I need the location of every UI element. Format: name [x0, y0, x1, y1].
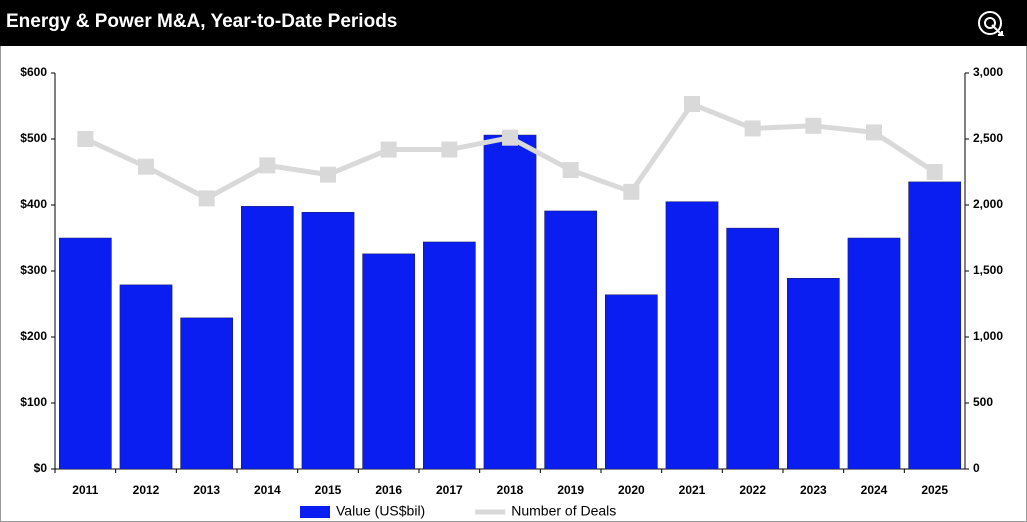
y2-tick-label: 2,000	[973, 197, 1003, 211]
line-marker	[926, 164, 943, 180]
bar	[786, 278, 840, 470]
bar	[180, 317, 234, 470]
line-marker	[684, 96, 700, 113]
chart-title: Energy & Power M&A, Year-to-Date Periods	[6, 11, 397, 32]
x-tick-label: 2018	[497, 483, 524, 497]
y-tick-label: $300	[20, 263, 47, 277]
y-tick-label: $200	[20, 329, 47, 343]
y2-tick-label: 1,500	[973, 263, 1003, 277]
legend-label: Value (US$bil)	[336, 503, 425, 519]
x-tick-label: 2016	[375, 483, 402, 497]
bar	[240, 206, 294, 470]
x-tick-label: 2013	[193, 483, 220, 497]
line-marker	[320, 166, 336, 183]
x-tick-label: 2025	[921, 483, 948, 497]
y2-tick-label: 1,000	[973, 329, 1003, 343]
y-tick-label: $500	[20, 131, 47, 145]
bar	[908, 181, 962, 470]
zoom-icon[interactable]	[978, 11, 1005, 36]
x-tick-label: 2015	[315, 483, 342, 497]
x-tick-label: 2017	[436, 483, 463, 497]
y2-tick-label: 500	[973, 395, 993, 409]
icon-arrow	[991, 24, 1005, 36]
legend-label: Number of Deals	[511, 503, 616, 519]
line-marker	[380, 141, 397, 158]
bar	[544, 210, 598, 470]
y-tick-label: $100	[20, 395, 47, 409]
bar	[119, 284, 173, 470]
line-marker	[441, 141, 458, 158]
line-marker	[805, 117, 822, 134]
x-tick-label: 2011	[72, 483, 98, 497]
title-bar	[0, 0, 1027, 46]
bar	[726, 227, 780, 470]
y2-tick-label: 2,500	[973, 131, 1003, 145]
line-marker	[502, 129, 518, 146]
icon-ring	[978, 11, 1002, 35]
bar	[847, 237, 901, 470]
bar	[362, 253, 416, 470]
line-marker	[138, 158, 154, 175]
line-marker	[198, 190, 215, 207]
x-tick-label: 2024	[861, 483, 888, 497]
y2-tick-label: 0	[973, 461, 980, 475]
x-tick-label: 2012	[133, 483, 160, 497]
bar	[58, 237, 112, 470]
line-marker	[259, 157, 276, 174]
x-tick-label: 2014	[254, 483, 281, 497]
bar	[301, 212, 355, 470]
line-marker	[744, 120, 761, 137]
x-tick-label: 2023	[800, 483, 827, 497]
legend-swatch	[300, 506, 330, 518]
line-marker	[77, 131, 94, 147]
bar	[604, 294, 658, 470]
x-tick-label: 2021	[679, 483, 706, 497]
y-tick-label: $600	[20, 65, 47, 79]
bar	[422, 241, 476, 470]
y2-tick-label: 3,000	[973, 65, 1003, 79]
line-marker	[562, 162, 579, 179]
line-marker	[866, 124, 882, 141]
x-tick-label: 2022	[739, 483, 766, 497]
bar	[483, 134, 537, 470]
icon-inner	[984, 17, 996, 29]
bar	[665, 201, 719, 470]
x-tick-label: 2020	[618, 483, 645, 497]
line-marker	[623, 183, 640, 200]
x-tick-label: 2019	[557, 483, 584, 497]
y-tick-label: $400	[20, 197, 47, 211]
y-tick-label: $0	[34, 461, 48, 475]
